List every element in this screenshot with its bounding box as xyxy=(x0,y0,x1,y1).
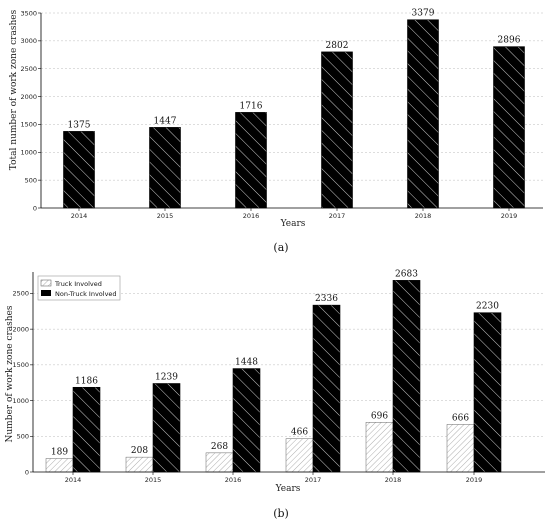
a-data-labels: 1375 1447 1716 2802 3379 2896 xyxy=(68,9,521,131)
a-y-tick-label: 2500 xyxy=(20,65,37,73)
a-y-tick-label: 3500 xyxy=(20,9,37,17)
a-y-tick-label: 500 xyxy=(25,176,37,184)
a-x-tick-label: 2017 xyxy=(329,212,346,220)
b-y-tick-label: 2000 xyxy=(12,325,29,333)
chart-a: 1375 1447 1716 2802 3379 2896 0 500 1000 1500 200… xyxy=(9,9,543,254)
a-y-tick-label: 1500 xyxy=(20,121,37,129)
b-data-label-truck: 466 xyxy=(291,428,308,438)
b-x-tick-label: 2015 xyxy=(145,476,162,484)
b-bar-truck xyxy=(285,438,314,473)
b-data-label-non-truck: 2683 xyxy=(395,269,418,279)
a-data-label: 1375 xyxy=(68,120,91,130)
b-x-tick-label: 2014 xyxy=(65,476,82,484)
a-bar xyxy=(407,19,439,209)
b-bar-non-truck xyxy=(473,312,502,473)
legend-swatch-truck xyxy=(40,279,52,287)
b-data-label-truck: 666 xyxy=(452,413,469,423)
b-bar-truck xyxy=(125,456,154,473)
b-bar-non-truck xyxy=(392,280,421,473)
b-data-label-truck: 189 xyxy=(51,448,68,458)
chart-b: 189 1186 208 1239 268 1448 466 2336 696 2683 666 22… xyxy=(5,269,545,520)
b-data-label-truck: 268 xyxy=(211,442,228,452)
b-bars xyxy=(45,280,502,473)
b-y-tick-label: 2500 xyxy=(12,290,29,298)
b-data-label-non-truck: 2336 xyxy=(315,294,338,304)
a-y-tick-label: 2000 xyxy=(20,93,37,101)
b-caption: (b) xyxy=(273,507,289,520)
b-bar-non-truck xyxy=(312,304,341,473)
legend-swatch-non-truck xyxy=(41,290,51,296)
a-x-tick-label: 2019 xyxy=(501,212,518,220)
a-axes xyxy=(40,13,543,209)
b-bar-non-truck xyxy=(152,383,181,473)
legend-box xyxy=(37,275,121,301)
a-bar xyxy=(321,51,353,209)
b-bar-truck xyxy=(205,452,234,473)
a-data-label: 1716 xyxy=(240,101,263,111)
a-x-ticks: 2014 2015 2016 2017 2018 2019 xyxy=(71,208,518,220)
b-y-axis-title: Number of work zone crashes xyxy=(5,305,15,442)
a-bar xyxy=(235,112,267,209)
a-data-label: 2896 xyxy=(498,36,521,46)
b-y-tick-label: 0 xyxy=(25,468,29,476)
a-bars xyxy=(63,19,525,209)
a-y-axis-title: Total number of work zone crashes xyxy=(9,9,19,170)
a-x-tick-label: 2015 xyxy=(157,212,174,220)
b-y-ticks: 0 500 1000 1500 2000 2500 xyxy=(12,290,33,476)
a-caption: (a) xyxy=(273,241,288,254)
a-x-axis-title: Years xyxy=(280,219,306,229)
b-legend: Truck Involved Non-Truck Involved xyxy=(37,275,121,301)
b-data-label-non-truck: 1186 xyxy=(75,376,98,386)
b-data-labels: 189 1186 208 1239 268 1448 466 2336 696 2683 666 22… xyxy=(51,269,499,457)
a-y-tick-label: 3000 xyxy=(20,37,37,45)
b-x-tick-label: 2019 xyxy=(466,476,483,484)
b-bar-truck xyxy=(365,422,394,473)
a-y-tick-label: 0 xyxy=(33,204,37,212)
legend-label-truck: Truck Involved xyxy=(54,280,102,288)
a-y-ticks: 0 500 1000 1500 2000 2500 3000 3500 xyxy=(20,9,41,212)
b-x-ticks: 2014 2015 2016 2017 2018 2019 xyxy=(65,472,483,484)
b-y-tick-label: 1500 xyxy=(12,361,29,369)
a-data-label: 3379 xyxy=(412,9,435,19)
a-bar xyxy=(149,127,181,209)
a-x-tick-label: 2016 xyxy=(243,212,260,220)
a-x-tick-label: 2018 xyxy=(415,212,432,220)
b-y-tick-label: 1000 xyxy=(12,397,29,405)
b-data-label-non-truck: 2230 xyxy=(476,302,499,312)
a-data-label: 1447 xyxy=(154,116,177,126)
b-bar-truck xyxy=(446,424,475,473)
b-bar-non-truck xyxy=(232,368,261,473)
a-gridlines xyxy=(41,12,543,181)
b-x-tick-label: 2016 xyxy=(225,476,242,484)
legend-label-non-truck: Non-Truck Involved xyxy=(55,290,117,298)
b-y-tick-label: 500 xyxy=(17,433,29,441)
a-data-label: 2802 xyxy=(326,41,349,51)
a-bar xyxy=(493,46,525,209)
a-bar xyxy=(63,131,95,209)
b-data-label-truck: 696 xyxy=(371,411,388,421)
b-x-axis-title: Years xyxy=(275,484,301,494)
b-bar-non-truck xyxy=(72,386,101,473)
b-data-label-truck: 208 xyxy=(131,446,148,456)
a-y-tick-label: 1000 xyxy=(20,149,37,157)
b-x-tick-label: 2017 xyxy=(305,476,322,484)
b-data-label-non-truck: 1239 xyxy=(155,373,178,383)
b-data-label-non-truck: 1448 xyxy=(235,358,258,368)
b-x-tick-label: 2018 xyxy=(385,476,402,484)
b-axes xyxy=(32,272,545,473)
b-bar-truck xyxy=(45,458,74,473)
a-x-tick-label: 2014 xyxy=(71,212,88,220)
